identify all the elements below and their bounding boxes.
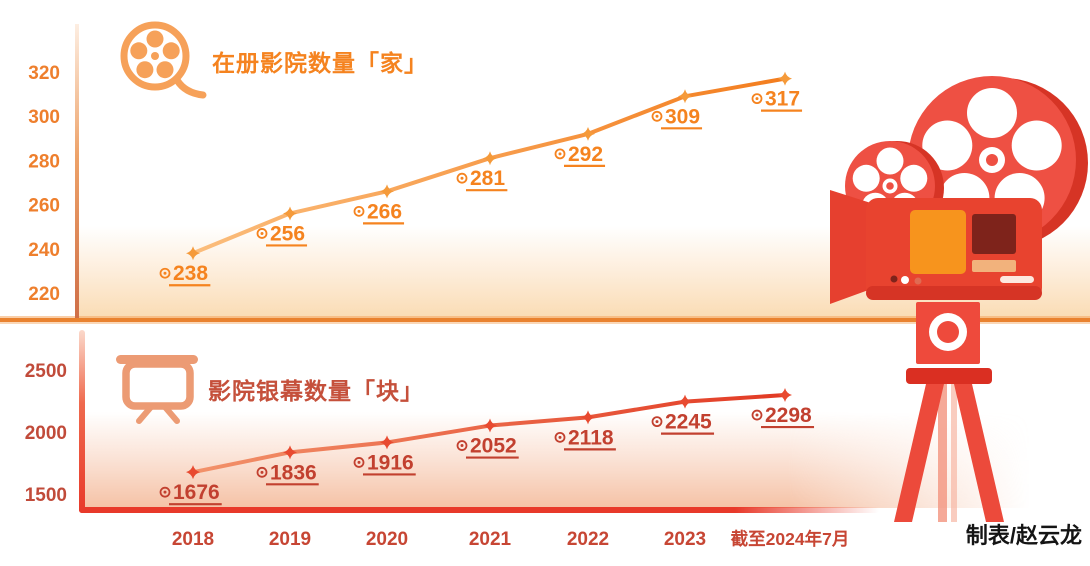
data-point-label: 2118 bbox=[568, 426, 614, 449]
mini-reel-icon-dot bbox=[655, 114, 659, 118]
y-tick-label: 240 bbox=[28, 240, 60, 261]
data-point-marker bbox=[186, 246, 200, 261]
mini-reel-icon bbox=[751, 93, 763, 105]
bottom-chart-y-axis-line bbox=[79, 330, 85, 513]
mini-reel-icon bbox=[353, 457, 365, 468]
data-point-label: 309 bbox=[665, 105, 700, 128]
projector-body bbox=[866, 198, 1042, 300]
data-point-label: 1916 bbox=[367, 451, 414, 474]
mini-reel-icon-dot bbox=[357, 460, 361, 464]
bottom-chart-title: 影院银幕数量「块」 bbox=[208, 378, 424, 404]
data-point-label: 256 bbox=[270, 222, 305, 245]
bottom-chart-baseline bbox=[79, 507, 879, 513]
x-axis-label: 2019 bbox=[269, 529, 311, 550]
data-point-marker bbox=[380, 184, 394, 199]
mini-reel-icon-dot bbox=[558, 435, 562, 439]
mini-reel-icon-dot bbox=[558, 152, 562, 156]
top-chart-title: 在册影院数量「家」 bbox=[212, 50, 428, 76]
mini-reel-icon bbox=[751, 409, 763, 421]
data-point-marker bbox=[581, 410, 595, 425]
x-axis-label: 2020 bbox=[366, 529, 408, 550]
data-point-marker bbox=[380, 435, 394, 450]
data-point-label: 1836 bbox=[270, 461, 317, 484]
mini-reel-icon-dot bbox=[163, 490, 167, 494]
credit-text: 制表/赵云龙 bbox=[965, 523, 1082, 548]
y-tick-label: 300 bbox=[28, 107, 60, 128]
data-point-label: 2245 bbox=[665, 411, 712, 434]
projector-lens bbox=[830, 190, 874, 304]
x-axis-label: 2018 bbox=[172, 529, 214, 550]
top-chart-baseline bbox=[0, 318, 1090, 322]
mini-reel-icon-dot bbox=[755, 413, 759, 417]
data-point-label: 292 bbox=[568, 143, 603, 166]
data-point-marker bbox=[581, 126, 595, 141]
mini-reel-icon bbox=[159, 486, 171, 498]
data-point-label: 317 bbox=[765, 88, 800, 111]
mini-reel-icon bbox=[456, 440, 468, 451]
x-axis-label: 2022 bbox=[567, 529, 609, 550]
mini-reel-icon bbox=[651, 416, 663, 428]
data-point-label: 266 bbox=[367, 200, 402, 223]
mini-reel-icon bbox=[651, 110, 663, 122]
y-tick-label: 320 bbox=[28, 63, 60, 84]
y-tick-label: 1500 bbox=[25, 485, 67, 506]
y-tick-label: 260 bbox=[28, 196, 60, 217]
mini-reel-icon bbox=[554, 148, 566, 160]
data-point-marker bbox=[483, 418, 497, 433]
data-point-label: 281 bbox=[470, 167, 505, 190]
mini-reel-icon-dot bbox=[655, 420, 659, 424]
data-point-marker bbox=[678, 394, 692, 409]
data-point-marker bbox=[778, 388, 792, 403]
data-point-marker bbox=[678, 89, 692, 104]
data-point-label: 2052 bbox=[470, 435, 517, 458]
mini-reel-icon bbox=[256, 228, 268, 239]
top-chart-y-axis-line bbox=[75, 24, 79, 318]
mini-reel-icon bbox=[554, 431, 566, 443]
mini-reel-icon-dot bbox=[755, 97, 759, 101]
y-tick-label: 2000 bbox=[25, 423, 67, 444]
mini-reel-icon bbox=[159, 267, 171, 279]
mini-reel-icon-dot bbox=[460, 444, 464, 448]
data-point-marker bbox=[283, 445, 297, 460]
mini-reel-icon-dot bbox=[260, 470, 264, 474]
data-point-label: 2298 bbox=[765, 404, 812, 427]
x-axis-label: 截至2024年7月 bbox=[731, 529, 850, 549]
data-point-label: 238 bbox=[173, 262, 208, 285]
mini-reel-icon bbox=[256, 466, 268, 478]
mini-reel-icon-dot bbox=[260, 231, 264, 235]
data-point-marker bbox=[186, 465, 200, 480]
y-tick-label: 2500 bbox=[25, 361, 67, 382]
mini-reel-icon-dot bbox=[163, 271, 167, 275]
data-point-marker bbox=[778, 71, 792, 86]
data-point-label: 1676 bbox=[173, 481, 220, 504]
y-tick-label: 280 bbox=[28, 151, 60, 172]
data-point-marker bbox=[483, 151, 497, 166]
x-axis-label: 2021 bbox=[469, 529, 512, 550]
mini-reel-icon-dot bbox=[357, 209, 361, 213]
mini-reel-icon bbox=[456, 172, 468, 184]
projector-tripod bbox=[894, 302, 1004, 522]
y-tick-label: 220 bbox=[28, 284, 60, 305]
film-reel-icon bbox=[120, 21, 207, 99]
mini-reel-icon bbox=[353, 205, 365, 217]
projection-screen-icon bbox=[116, 355, 198, 424]
mini-reel-icon-dot bbox=[460, 176, 464, 180]
data-point-marker bbox=[283, 206, 297, 221]
x-axis-label: 2023 bbox=[664, 529, 706, 550]
